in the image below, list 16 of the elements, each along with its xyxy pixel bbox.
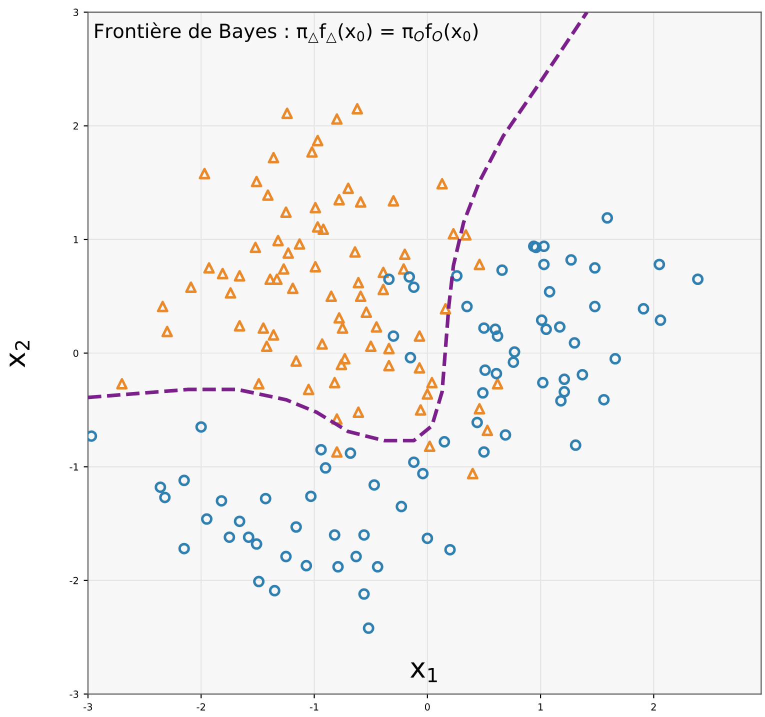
x-tick-label: -2	[196, 703, 205, 710]
y-tick-label: 0	[73, 350, 78, 357]
y-tick-label: -2	[70, 576, 78, 584]
y-tick-label: 3	[74, 8, 78, 16]
y-axis-title: x$_{2}$	[10, 340, 30, 368]
x-tick-label: -3	[84, 703, 92, 711]
y-tick-label: 2	[73, 122, 78, 130]
x-axis-title: x$_{1}$	[410, 662, 437, 682]
y-tick-label: -1	[70, 463, 78, 470]
x-tick-label: 1	[538, 703, 543, 710]
x-tick-label: 0	[424, 703, 430, 711]
chart-title: Frontière de Bayes : π$_{△}$f$_{△}$(x$_{0}$) = π$_{O}$f$_{O}$(x$_{0}$)	[95, 22, 478, 43]
x-tick-label: 2	[651, 703, 656, 710]
x-tick-label: -1	[310, 703, 318, 710]
y-tick-label: -3	[70, 690, 78, 698]
y-tick-label: 1	[74, 236, 78, 244]
